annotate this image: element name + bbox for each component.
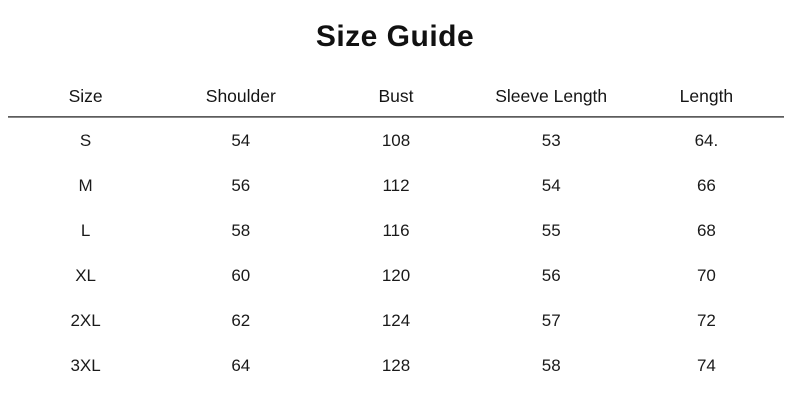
cell-length: 68	[696, 220, 716, 240]
cell-length: 66	[696, 175, 716, 195]
header-cell-bust: Bust	[378, 86, 414, 106]
cell-shoulder: 54	[231, 130, 251, 150]
table-header-row: Size Shoulder Bust Sleeve Length Length	[8, 56, 784, 116]
table-row-xl: XL 60 120 56 70	[8, 253, 784, 298]
cell-bust: 112	[382, 175, 410, 195]
cell-length: 72	[696, 310, 716, 330]
header-cell-size: Size	[68, 86, 103, 106]
table-row-l: L 58 116 55 68	[8, 208, 784, 253]
cell-shoulder: 60	[231, 265, 251, 285]
cell-size: L	[80, 220, 91, 240]
cell-shoulder: 58	[231, 220, 251, 240]
cell-sleeve-length: 58	[541, 355, 561, 375]
cell-sleeve-length: 56	[541, 265, 561, 285]
cell-bust: 124	[381, 310, 411, 330]
size-table: Size Shoulder Bust Sleeve Length Length …	[8, 56, 784, 388]
cell-size: S	[79, 130, 92, 150]
header-cell-length: Length	[679, 86, 734, 106]
cell-sleeve-length: 53	[541, 130, 561, 150]
header-cell-sleeve-length: Sleeve Length	[495, 86, 608, 106]
cell-shoulder: 62	[231, 310, 251, 330]
cell-sleeve-length: 57	[541, 310, 561, 330]
cell-size: XL	[75, 265, 96, 285]
cell-bust: 128	[381, 355, 411, 375]
cell-length: 74	[696, 355, 716, 375]
header-cell-shoulder: Shoulder	[205, 86, 276, 106]
cell-bust: 116	[382, 220, 410, 240]
table-row-m: M 56 112 54 66	[8, 163, 784, 208]
size-guide-page: Size Guide Size Shoulder Bust Sleeve Len…	[0, 18, 790, 400]
cell-size: 3XL	[70, 355, 101, 375]
cell-length: 64.	[694, 130, 719, 150]
cell-bust: 108	[381, 130, 411, 150]
cell-shoulder: 56	[231, 175, 251, 195]
cell-size: M	[78, 175, 93, 195]
cell-sleeve-length: 55	[541, 220, 561, 240]
page-title: Size Guide	[315, 20, 475, 53]
cell-bust: 120	[381, 265, 411, 285]
table-row-2xl: 2XL 62 124 57 72	[8, 298, 784, 343]
cell-length: 70	[696, 265, 716, 285]
cell-size: 2XL	[70, 310, 101, 330]
table-row-s: S 54 108 53 64.	[8, 118, 784, 163]
table-row-3xl: 3XL 64 128 58 74	[8, 343, 784, 388]
cell-sleeve-length: 54	[541, 175, 561, 195]
cell-shoulder: 64	[231, 355, 251, 375]
header-divider	[8, 116, 784, 118]
